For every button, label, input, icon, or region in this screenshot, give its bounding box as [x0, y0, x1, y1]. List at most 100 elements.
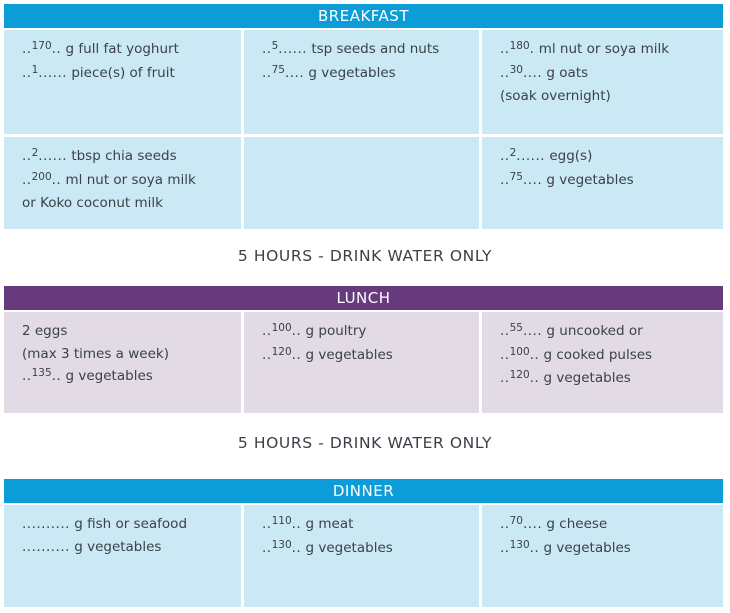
quantity-value: 180	[509, 40, 530, 52]
food-text: g vegetables	[542, 171, 634, 188]
leader-dots: ..	[529, 346, 540, 363]
leader-dots: ....	[522, 516, 543, 532]
breakfast-grid: ..170.. g full fat yoghurt ..1...... piec…	[4, 30, 723, 229]
quantity-value: 2	[509, 147, 517, 159]
quantity-value: 55	[509, 322, 523, 334]
leader-dots: ..	[262, 346, 272, 363]
breakfast-cell: ..2...... egg(s) ..75.... g vegetables	[482, 137, 723, 229]
food-line: ..2...... egg(s)	[500, 145, 723, 169]
food-text: ml nut or soya milk	[534, 41, 670, 57]
leader-dots: ..	[262, 323, 272, 339]
food-text: g vegetables	[304, 64, 396, 81]
food-line: ..120.. g vegetables	[262, 344, 479, 368]
food-line: ..130.. g vegetables	[500, 537, 723, 561]
lunch-cell: ..100.. g poultry ..120.. g vegetables	[244, 312, 479, 413]
food-line: ..135.. g vegetables	[22, 365, 241, 389]
food-line: ..55.... g uncooked or	[500, 320, 723, 344]
breakfast-cell	[244, 137, 479, 229]
food-text: (max 3 times a week)	[22, 345, 169, 362]
food-line: ..30.... g oats	[500, 62, 723, 86]
leader-dots: ......	[38, 64, 68, 81]
leader-dots: ..	[51, 171, 62, 188]
dinner-cell: ..110.. g meat ..130.. g vegetables	[244, 505, 479, 607]
leader-dots: .	[529, 41, 535, 57]
lunch-cell: ..55.... g uncooked or ..100.. g cooked p…	[482, 312, 723, 413]
food-text: g vegetables	[539, 539, 631, 556]
quantity-value: 70	[509, 515, 523, 527]
food-line: ..180. ml nut or soya milk	[500, 38, 723, 62]
leader-dots: ....	[522, 171, 543, 188]
leader-dots: ..	[291, 346, 302, 363]
leader-dots: ..........	[22, 516, 70, 532]
leader-dots: ..	[262, 539, 272, 556]
quantity-value: 110	[271, 515, 292, 527]
breakfast-cell: ..180. ml nut or soya milk ..30.... g oat…	[482, 30, 723, 134]
food-text: g meat	[301, 516, 354, 532]
food-line: .......... g fish or seafood	[22, 513, 241, 536]
food-text: g vegetables	[61, 368, 153, 384]
leader-dots: ..	[500, 171, 510, 188]
dinner-cell: ..70.... g cheese ..130.. g vegetables	[482, 505, 723, 607]
quantity-value: 1	[31, 63, 39, 76]
dinner-grid: .......... g fish or seafood.......... g…	[4, 505, 723, 607]
food-line: ..75.... g vegetables	[500, 169, 723, 193]
leader-dots: ..	[22, 64, 32, 81]
quantity-value: 100	[509, 345, 530, 358]
leader-dots: ..	[22, 171, 32, 188]
leader-dots: ..	[262, 41, 272, 57]
quantity-value: 170	[31, 40, 52, 52]
food-line: ..200.. ml nut or soya milk	[22, 169, 241, 193]
leader-dots: ..	[500, 41, 510, 57]
food-line: ..130.. g vegetables	[262, 537, 479, 561]
food-line: ..70.... g cheese	[500, 513, 723, 537]
food-text: piece(s) of fruit	[67, 64, 175, 81]
food-line: (soak overnight)	[500, 85, 723, 108]
leader-dots: ..	[500, 516, 510, 532]
food-text: g vegetables	[301, 346, 393, 363]
leader-dots: ..	[262, 64, 272, 81]
leader-dots: ..	[500, 346, 510, 363]
breakfast-header: BREAKFAST	[4, 4, 723, 28]
breakfast-cell: ..2...... tbsp chia seeds ..200.. ml nut …	[4, 137, 241, 229]
leader-dots: ..	[291, 516, 302, 532]
leader-dots: ......	[38, 148, 68, 164]
leader-dots: ..	[500, 370, 510, 386]
leader-dots: ..	[529, 370, 540, 386]
food-text: g uncooked or	[542, 323, 643, 339]
food-line: ..75.... g vegetables	[262, 62, 479, 86]
leader-dots: ..	[51, 41, 62, 57]
food-text: egg(s)	[545, 148, 593, 164]
food-text: (soak overnight)	[500, 88, 611, 104]
food-line: .......... g vegetables	[22, 536, 241, 559]
food-line: ..110.. g meat	[262, 513, 479, 537]
food-text: 2 eggs	[22, 323, 68, 339]
leader-dots: ..	[500, 539, 510, 556]
leader-dots: ..........	[22, 538, 70, 555]
leader-dots: ..	[500, 64, 510, 81]
quantity-value: 130	[271, 538, 292, 551]
quantity-value: 5	[271, 40, 279, 52]
food-line: ..100.. g cooked pulses	[500, 344, 723, 368]
food-text: g cheese	[542, 516, 608, 532]
leader-dots: ......	[516, 148, 546, 164]
lunch-header: LUNCH	[4, 286, 723, 310]
food-line: ..5...... tsp seeds and nuts	[262, 38, 479, 62]
food-line: ..120.. g vegetables	[500, 367, 723, 391]
leader-dots: ..	[22, 148, 32, 164]
food-text: g full fat yoghurt	[61, 41, 179, 57]
quantity-value: 75	[271, 63, 285, 76]
quantity-value: 75	[509, 170, 523, 183]
quantity-value: 200	[31, 170, 52, 183]
leader-dots: ..	[291, 323, 302, 339]
leader-dots: ....	[284, 64, 305, 81]
food-text: g vegetables	[69, 538, 162, 555]
food-text: g cooked pulses	[539, 346, 653, 363]
breakfast-cell: ..170.. g full fat yoghurt ..1...... piec…	[4, 30, 241, 134]
food-text: g poultry	[301, 323, 367, 339]
lunch-cell: 2 eggs (max 3 times a week) ..135.. g vege…	[4, 312, 241, 413]
breakfast-cell: ..5...... tsp seeds and nuts ..75.... g v…	[244, 30, 479, 134]
food-text: g fish or seafood	[69, 516, 188, 532]
dinner-cell: .......... g fish or seafood.......... g…	[4, 505, 241, 607]
quantity-value: 130	[509, 538, 530, 551]
